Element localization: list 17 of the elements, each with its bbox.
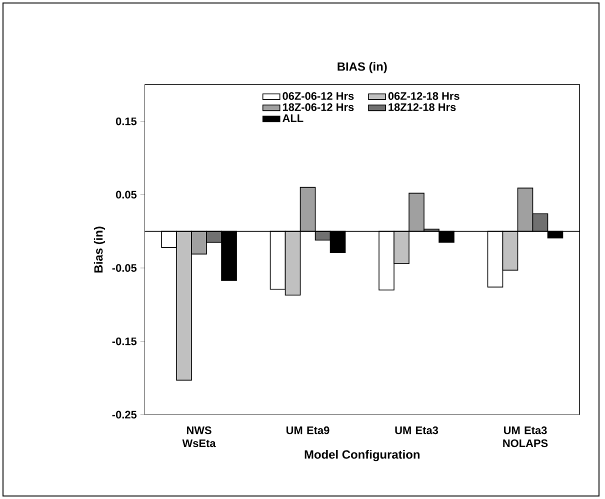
chart-title: BIAS (in) bbox=[338, 62, 387, 74]
y-tick-label: 0.05 bbox=[116, 190, 137, 199]
x-tick-label: UM Eta9 bbox=[286, 426, 330, 434]
y-tick-label: -0.15 bbox=[112, 337, 137, 346]
x-tick-label: UM Eta3 NOLAPS bbox=[503, 426, 548, 448]
legend-label: 06Z-12-18 Hrs bbox=[388, 92, 460, 100]
legend-label: 18Z12-18 Hrs bbox=[388, 103, 456, 112]
y-axis-title: Bias (in) bbox=[94, 226, 106, 272]
x-axis-title: Model Configuration bbox=[304, 450, 420, 462]
y-tick-label: 0.15 bbox=[116, 117, 137, 126]
legend-label: 18Z-06-12 Hrs bbox=[282, 103, 354, 112]
legend-label: ALL bbox=[282, 114, 304, 122]
x-tick-label: NWS WsEta bbox=[182, 426, 216, 448]
y-tick-label: -0.05 bbox=[112, 264, 137, 272]
legend-label: 06Z-06-12 Hrs bbox=[282, 92, 354, 100]
y-tick-label: -0.25 bbox=[112, 410, 137, 419]
x-tick-label: UM Eta3 bbox=[395, 426, 438, 434]
